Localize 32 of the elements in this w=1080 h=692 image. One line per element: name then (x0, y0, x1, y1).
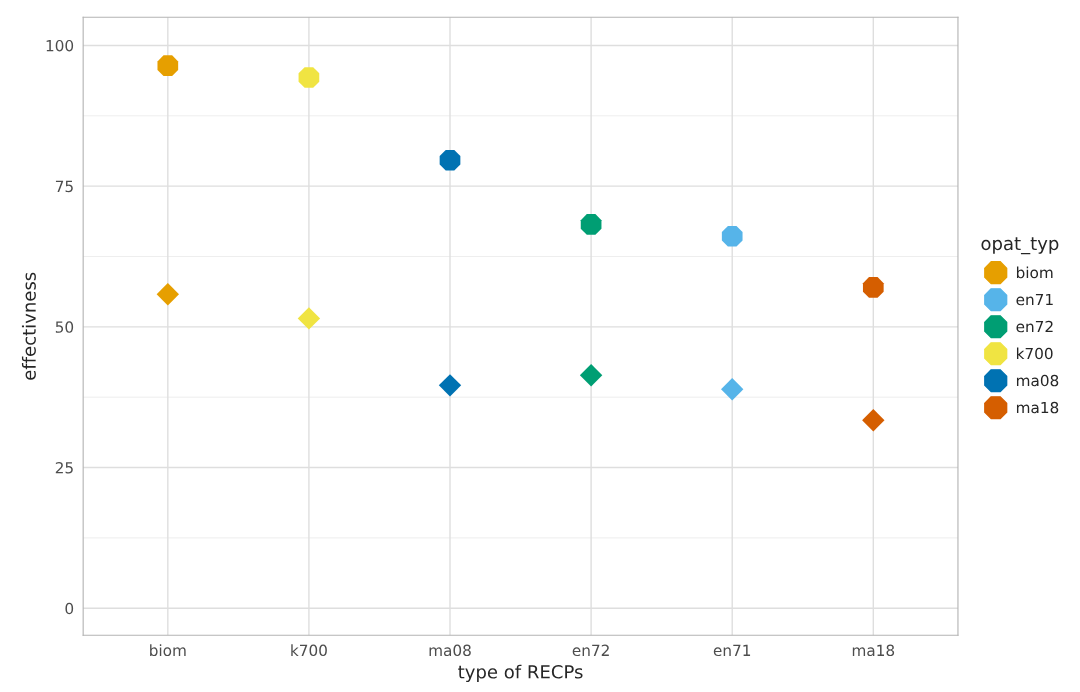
point (721, 378, 744, 401)
point (438, 374, 462, 397)
point (862, 277, 884, 298)
point (862, 409, 885, 432)
legend-label: en72 (1016, 320, 1053, 333)
point (297, 307, 321, 330)
legend-label: k700 (1016, 347, 1053, 360)
point (580, 214, 602, 235)
x-tick-label: ma18 (852, 644, 895, 657)
point (721, 225, 743, 247)
y-tick-label: 50 (55, 321, 74, 333)
legend-label: en71 (1016, 293, 1053, 306)
y-tick-label: 25 (55, 462, 73, 474)
point (439, 149, 461, 171)
x-tick-label: k700 (291, 644, 327, 657)
x-tick-label: ma08 (429, 644, 471, 657)
y-tick-label: 0 (65, 602, 74, 615)
legend-label: ma08 (1016, 374, 1059, 387)
point (157, 55, 179, 77)
legend-title: opat_typ (981, 237, 1059, 255)
point (156, 283, 180, 306)
y-tick-label: 100 (46, 39, 74, 52)
point (579, 364, 603, 387)
x-axis-title: type of RECPs (458, 664, 583, 683)
y-tick-label: 75 (55, 180, 73, 193)
x-tick-label: en72 (572, 644, 609, 657)
x-tick-label: biom (150, 644, 186, 657)
y-axis-title: effectivness (21, 272, 36, 380)
legend-label: biom (1016, 266, 1053, 279)
legend-label: ma18 (1016, 401, 1059, 414)
point (298, 67, 320, 88)
x-tick-label: en71 (713, 644, 751, 657)
